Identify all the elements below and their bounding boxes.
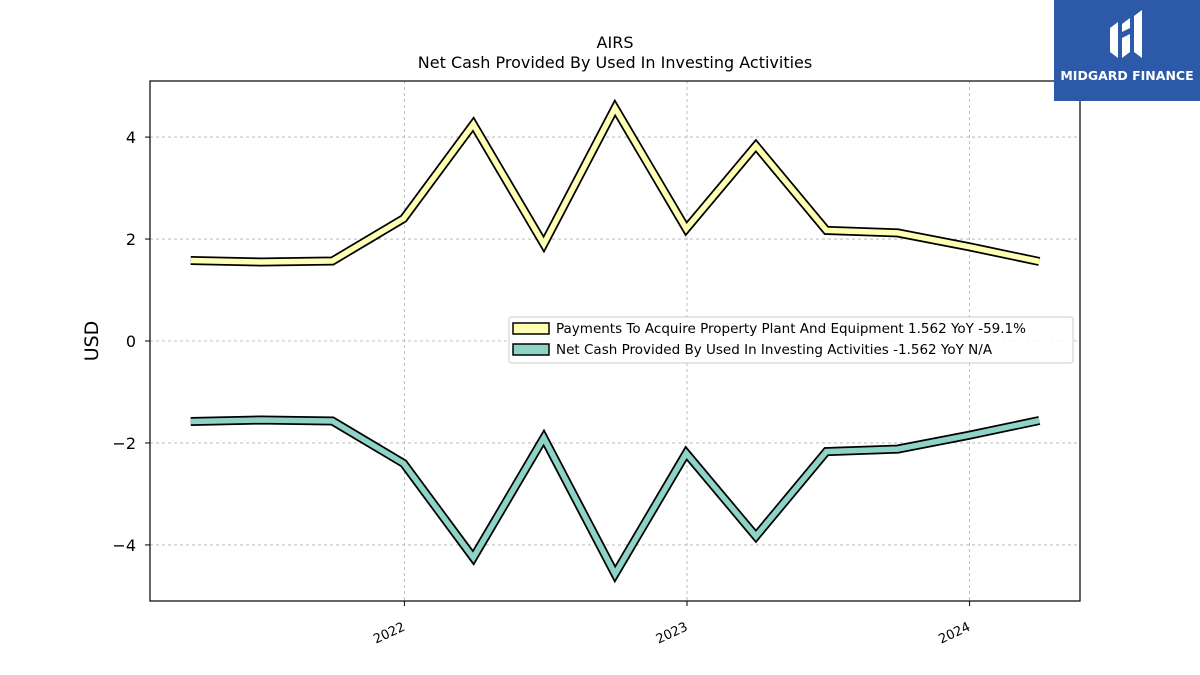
x-tick-label: 2022 <box>371 620 407 648</box>
y-tick-label: 0 <box>126 332 136 351</box>
y-tick-label: 4 <box>126 128 136 147</box>
series-group <box>190 98 1041 584</box>
legend-label-payments: Payments To Acquire Property Plant And E… <box>556 321 1026 337</box>
brand-name: MIDGARD FINANCE <box>1060 68 1194 83</box>
y-axis-label: USD <box>81 321 103 362</box>
y-axis-ticks: −4 −2 0 2 4 <box>112 128 150 555</box>
chart-title: AIRS <box>597 33 634 52</box>
brand-logo: MIDGARD FINANCE <box>1054 0 1200 101</box>
legend: Payments To Acquire Property Plant And E… <box>508 316 1074 364</box>
y-tick-label: −2 <box>112 434 136 453</box>
plot-frame <box>149 80 1081 602</box>
series-line-0 <box>190 102 1040 265</box>
y-tick-label: −4 <box>112 536 136 555</box>
y-tick-label: 2 <box>126 230 136 249</box>
x-tick-label: 2023 <box>654 620 690 648</box>
legend-swatch-net-cash <box>512 343 550 356</box>
midgard-m-logo-icon <box>1110 10 1142 58</box>
legend-label-net-cash: Net Cash Provided By Used In Investing A… <box>556 342 993 358</box>
legend-box <box>508 316 1074 364</box>
x-tick-label: 2024 <box>936 620 972 648</box>
series-line-1 <box>190 417 1040 580</box>
x-axis-ticks: 2022 2023 2024 <box>371 601 973 647</box>
chart-subtitle: Net Cash Provided By Used In Investing A… <box>418 53 812 72</box>
legend-swatch-payments <box>512 322 550 335</box>
